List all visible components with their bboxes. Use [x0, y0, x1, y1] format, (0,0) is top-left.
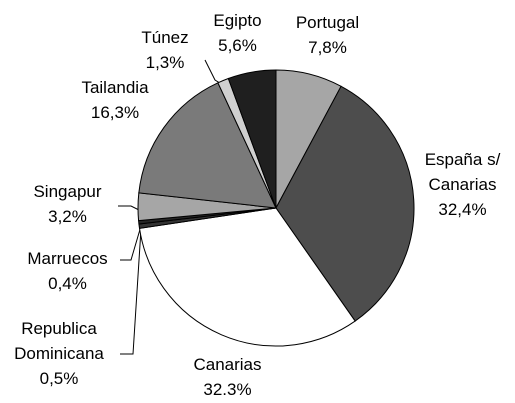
slice-label: Tailandia 16,3%: [60, 75, 170, 125]
value-label: 16,3%: [90, 103, 140, 122]
category-name: Marruecos: [27, 249, 108, 268]
slice-label: Túnez 1,3%: [125, 25, 205, 75]
category-name: Egipto: [213, 11, 262, 30]
pie-slice: [275, 85, 415, 322]
category-name: España s/ Canarias: [424, 150, 501, 194]
slice-label: Egipto 5,6%: [195, 8, 280, 58]
slice-label: Marruecos 0,4%: [10, 246, 125, 296]
leader-line: [120, 228, 142, 355]
value-label: 0,4%: [48, 274, 87, 293]
value-label: 1,3%: [145, 53, 185, 72]
slice-label: Canarias 32.3%: [165, 352, 290, 402]
category-name: Túnez: [141, 28, 189, 47]
slice-label: España s/ Canarias 32,4%: [405, 147, 515, 222]
slice-label: Republica Dominicana 0,5%: [0, 316, 118, 391]
value-label: 5,6%: [218, 36, 257, 55]
value-label: 3,2%: [48, 207, 87, 226]
pie-slice: [138, 207, 356, 347]
category-name: Tailandia: [81, 78, 149, 97]
slices: [137, 69, 415, 347]
leader-line: [120, 225, 142, 261]
category-name: Republica Dominicana: [14, 319, 104, 363]
category-name: Portugal: [295, 13, 360, 32]
category-name: Canarias: [193, 355, 262, 374]
value-label: 0,5%: [39, 369, 79, 388]
value-label: 7,8%: [308, 38, 347, 57]
value-label: 32.3%: [203, 380, 252, 399]
value-label: 32,4%: [438, 200, 487, 219]
pie-slice: [138, 82, 277, 209]
slice-label: Portugal 7,8%: [270, 10, 385, 60]
slice-label: Singapur 3,2%: [10, 179, 125, 229]
category-name: Singapur: [33, 182, 102, 201]
pie-slice: [227, 69, 277, 209]
